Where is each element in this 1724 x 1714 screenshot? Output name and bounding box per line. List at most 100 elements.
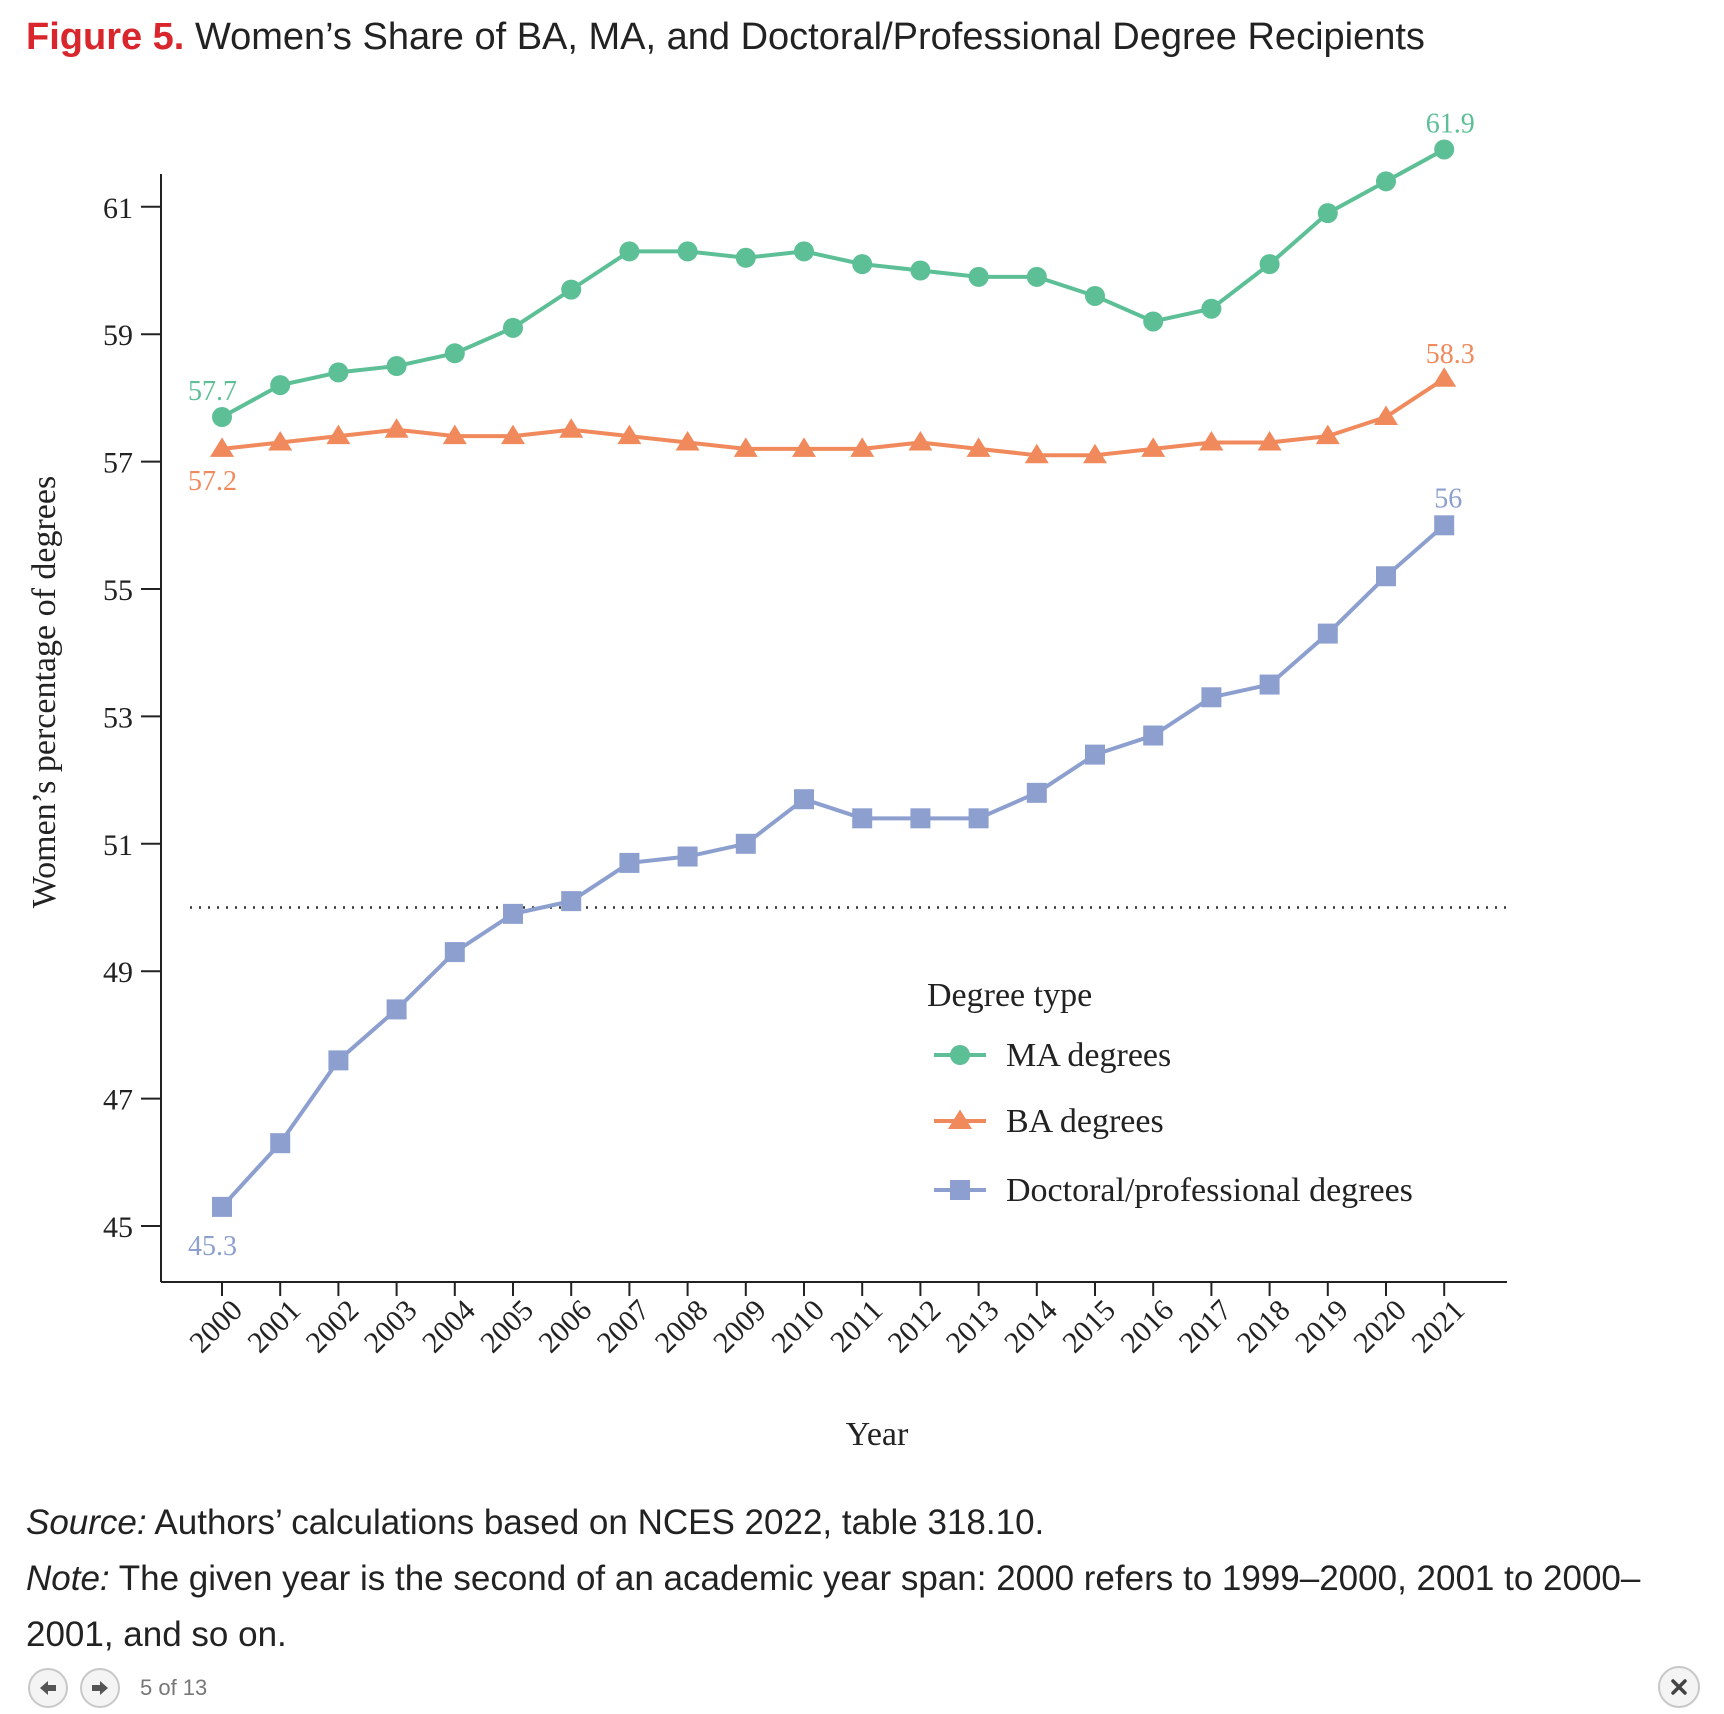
data-point-circle <box>794 241 814 262</box>
x-axis-title: Year <box>846 1416 909 1453</box>
data-point-square <box>386 999 407 1020</box>
note-text: The given year is the second of an acade… <box>26 1559 1641 1654</box>
x-tick-label: 2011 <box>824 1294 889 1359</box>
x-tick-label: 2007 <box>591 1294 657 1360</box>
data-point-circle <box>1143 311 1164 332</box>
data-point-triangle <box>501 424 525 445</box>
data-point-square <box>270 1133 291 1154</box>
close-button[interactable] <box>1658 1666 1700 1708</box>
figure-label: Figure 5. <box>26 16 185 58</box>
data-point-circle <box>212 407 232 428</box>
data-point-triangle <box>1083 443 1107 464</box>
data-point-circle <box>1026 266 1047 287</box>
data-point-circle <box>677 241 698 262</box>
data-point-triangle <box>617 424 642 445</box>
data-point-square <box>1317 623 1338 644</box>
data-point-triangle <box>675 430 700 451</box>
data-point-circle <box>444 343 465 364</box>
series-line-triangle <box>221 377 1446 458</box>
data-point-square <box>561 891 582 912</box>
note-label: Note: <box>26 1559 110 1598</box>
data-point-triangle <box>792 437 816 457</box>
end-value-label-triangle: 58.3 <box>1426 339 1475 370</box>
legend-entry-label: BA degrees <box>1006 1103 1164 1140</box>
data-point-triangle <box>384 418 409 438</box>
y-tick-label: 49 <box>103 956 133 989</box>
data-point-circle <box>910 260 931 281</box>
source-note: Source: Authors’ calculations based on N… <box>26 1495 1716 1551</box>
page-counter: 5 of 13 <box>140 1675 208 1700</box>
y-tick-label: 57 <box>103 447 133 480</box>
data-point-triangle <box>1432 367 1457 387</box>
data-point-circle <box>503 317 523 338</box>
data-point-square <box>1026 782 1047 803</box>
data-point-circle <box>561 279 582 300</box>
line-chart: 4547495153555759612000200120022003200420… <box>26 108 1507 1453</box>
x-tick-label: 2013 <box>940 1294 1006 1360</box>
data-point-circle <box>1085 285 1105 306</box>
data-point-triangle <box>1315 424 1340 445</box>
data-point-triangle <box>210 437 234 457</box>
x-tick-label: 2014 <box>998 1294 1064 1360</box>
data-point-square <box>212 1196 232 1217</box>
x-tick-label: 2002 <box>300 1294 366 1360</box>
data-point-circle <box>270 375 291 396</box>
x-tick-label: 2005 <box>474 1294 540 1360</box>
legend-entry-label: Doctoral/professional degrees <box>1006 1172 1413 1209</box>
figure-title-text: Women’s Share of BA, MA, and Doctoral/Pr… <box>194 16 1425 58</box>
data-point-circle <box>1434 139 1455 160</box>
data-point-square <box>794 789 814 810</box>
data-point-triangle <box>1141 437 1166 457</box>
x-tick-label: 2001 <box>241 1294 307 1360</box>
data-point-circle <box>1259 254 1280 275</box>
legend-marker <box>950 1180 970 1200</box>
start-value-label-square: 45.3 <box>188 1231 237 1262</box>
data-point-circle <box>1376 171 1396 192</box>
arrow-right-icon <box>92 1681 108 1695</box>
series-line-square <box>220 523 1446 1209</box>
data-point-triangle <box>1199 430 1224 451</box>
source-label: Source: <box>26 1503 147 1542</box>
y-tick-label: 47 <box>103 1084 133 1117</box>
data-point-square <box>735 833 756 854</box>
data-point-square <box>1201 687 1222 708</box>
data-point-triangle <box>908 430 933 451</box>
y-tick-label: 59 <box>103 319 133 352</box>
data-point-square <box>619 852 640 873</box>
data-point-square <box>910 808 931 829</box>
arrow-left-icon <box>40 1681 56 1695</box>
data-point-triangle <box>442 424 467 445</box>
data-point-triangle <box>1024 443 1049 464</box>
data-point-circle <box>386 356 407 377</box>
x-tick-label: 2004 <box>416 1294 482 1360</box>
x-tick-label: 2020 <box>1347 1294 1413 1360</box>
y-tick-label: 55 <box>103 574 133 607</box>
end-value-label-square: 56 <box>1434 483 1462 514</box>
data-point-square <box>1085 744 1105 765</box>
data-point-circle <box>328 362 349 383</box>
x-tick-label: 2015 <box>1056 1294 1122 1360</box>
legend-title: Degree type <box>927 977 1092 1014</box>
figure-title: Figure 5. Women’s Share of BA, MA, and D… <box>26 16 1425 59</box>
data-point-square <box>503 903 523 924</box>
x-tick-label: 2010 <box>765 1294 831 1360</box>
source-text: Authors’ calculations based on NCES 2022… <box>146 1503 1045 1542</box>
legend-marker <box>948 1109 972 1129</box>
data-point-circle <box>1201 298 1222 319</box>
previous-button[interactable] <box>28 1668 68 1708</box>
data-point-square <box>968 808 989 829</box>
start-value-label-triangle: 57.2 <box>188 466 237 497</box>
start-value-label-circle: 57.7 <box>188 376 237 407</box>
x-tick-label: 2016 <box>1114 1294 1180 1360</box>
x-tick-label: 2021 <box>1405 1294 1471 1360</box>
y-tick-label: 45 <box>103 1211 133 1244</box>
end-value-label-circle: 61.9 <box>1426 108 1475 139</box>
x-tick-label: 2018 <box>1231 1294 1297 1360</box>
next-button[interactable] <box>80 1668 120 1708</box>
data-point-triangle <box>559 418 584 438</box>
y-tick-label: 53 <box>103 701 133 734</box>
data-point-circle <box>735 247 756 268</box>
explanatory-note: Note: The given year is the second of an… <box>26 1551 1716 1663</box>
data-point-circle <box>1317 203 1338 224</box>
data-point-triangle <box>850 437 875 457</box>
